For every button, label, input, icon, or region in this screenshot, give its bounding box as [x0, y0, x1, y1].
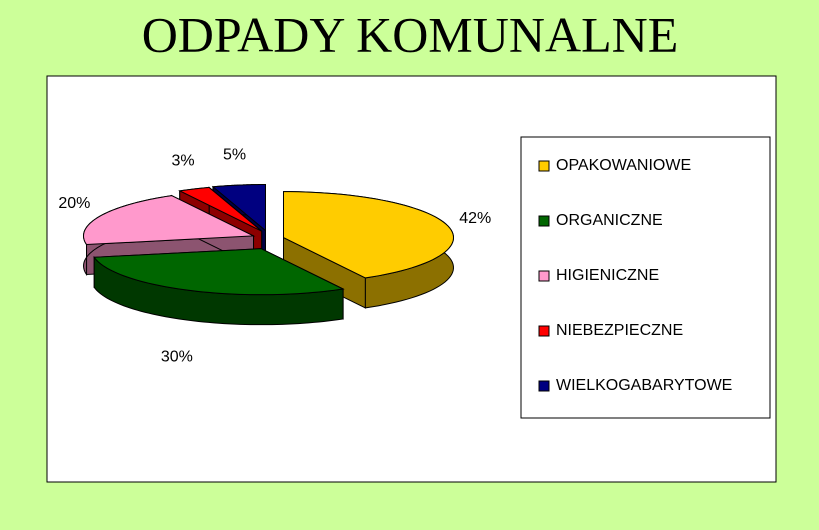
data-label: 20%	[58, 195, 90, 212]
legend-label: ORGANICZNE	[556, 212, 663, 229]
legend-marker	[538, 160, 550, 172]
pie-slice	[211, 184, 266, 232]
legend-marker	[538, 325, 550, 337]
chart-title: ODPADY KOMUNALNE	[142, 6, 679, 62]
legend-label: HIGIENICZNE	[556, 267, 659, 284]
pie-slice	[93, 248, 345, 296]
legend-label: NIEBEZPIECZNE	[556, 322, 683, 339]
pie-slice	[178, 186, 262, 232]
pie-slice	[83, 195, 256, 246]
data-label: 42%	[459, 210, 491, 227]
pie-slice	[282, 191, 454, 279]
legend-marker	[538, 270, 550, 282]
legend-label: WIELKOGABARYTOWE	[556, 377, 732, 394]
data-label: 5%	[223, 147, 246, 164]
legend-marker	[538, 380, 550, 392]
data-label: 3%	[171, 153, 194, 170]
legend	[520, 136, 771, 419]
data-label: 30%	[161, 349, 193, 366]
legend-label: OPAKOWANIOWE	[556, 157, 691, 174]
legend-marker	[538, 215, 550, 227]
